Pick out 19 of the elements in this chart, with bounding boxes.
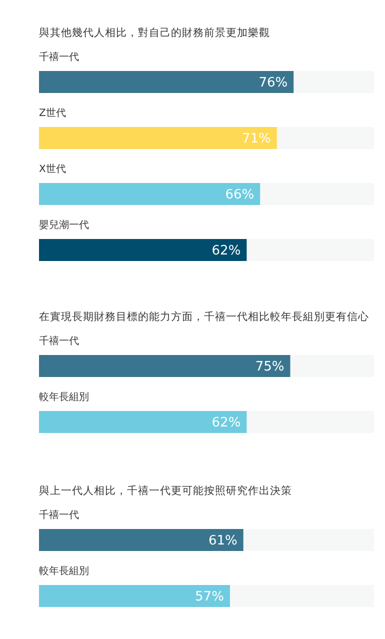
y-tick-label: 千禧一代 bbox=[39, 335, 79, 347]
y-tick-label: Z世代 bbox=[39, 107, 66, 119]
data-label: 57% bbox=[195, 590, 224, 604]
data-label: 76% bbox=[258, 76, 288, 90]
y-tick-label: 千禧一代 bbox=[39, 509, 79, 521]
chart-title: 在實現長期財務目標的能力方面，千禧一代相比較年長組別更有信心 bbox=[39, 310, 369, 323]
y-tick-label: 嬰兒潮一代 bbox=[39, 219, 89, 231]
data-label: 66% bbox=[225, 188, 254, 202]
data-label: 62% bbox=[212, 416, 241, 430]
y-tick-label: 千禧一代 bbox=[39, 51, 79, 63]
chart-title: 與上一代人相比，千禧一代更可能按照研究作出決策 bbox=[39, 484, 292, 497]
y-tick-label: 較年長組別 bbox=[39, 565, 89, 577]
data-label: 75% bbox=[255, 360, 284, 374]
data-label: 71% bbox=[242, 132, 271, 146]
data-label: 62% bbox=[212, 244, 241, 258]
y-tick-label: 較年長組別 bbox=[39, 391, 89, 403]
data-label: 61% bbox=[208, 534, 238, 548]
chart-title: 與其他幾代人相比，對自己的財務前景更加樂觀 bbox=[39, 26, 270, 39]
y-tick-label: X世代 bbox=[39, 163, 66, 175]
